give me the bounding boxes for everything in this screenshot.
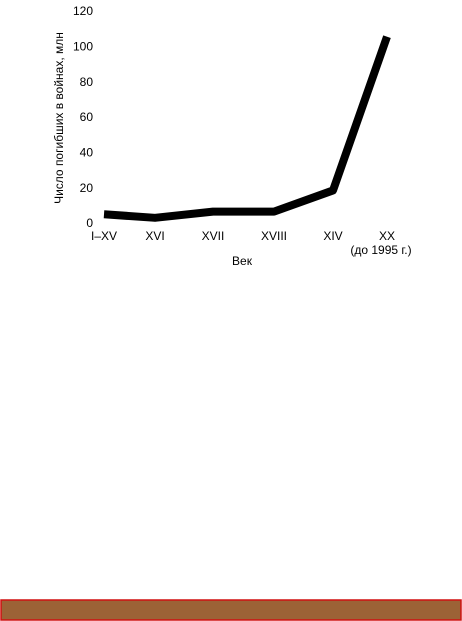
y-tick-label: 100 bbox=[73, 40, 93, 54]
footer-bar bbox=[0, 599, 462, 621]
x-tick-label: XIV bbox=[323, 229, 342, 243]
y-tick-label: 40 bbox=[80, 146, 94, 160]
x-tick-label: XX bbox=[379, 229, 395, 243]
x-tick-label: XVII bbox=[202, 229, 225, 243]
x-tick-label: XVIII bbox=[261, 229, 287, 243]
data-line bbox=[103, 35, 391, 222]
y-tick-label: 20 bbox=[80, 181, 94, 195]
category-note: (до 1995 г.) bbox=[350, 243, 411, 257]
y-axis-label: Число погибших в войнах, млн bbox=[52, 32, 66, 204]
y-tick-label: 60 bbox=[80, 110, 94, 124]
x-tick-label: I–XV bbox=[91, 229, 117, 243]
y-tick-label: 0 bbox=[86, 216, 93, 230]
x-tick-label: XVI bbox=[145, 229, 164, 243]
y-tick-label: 120 bbox=[73, 4, 93, 18]
x-axis-label: Век bbox=[232, 254, 253, 268]
y-tick-label: 80 bbox=[80, 75, 94, 89]
